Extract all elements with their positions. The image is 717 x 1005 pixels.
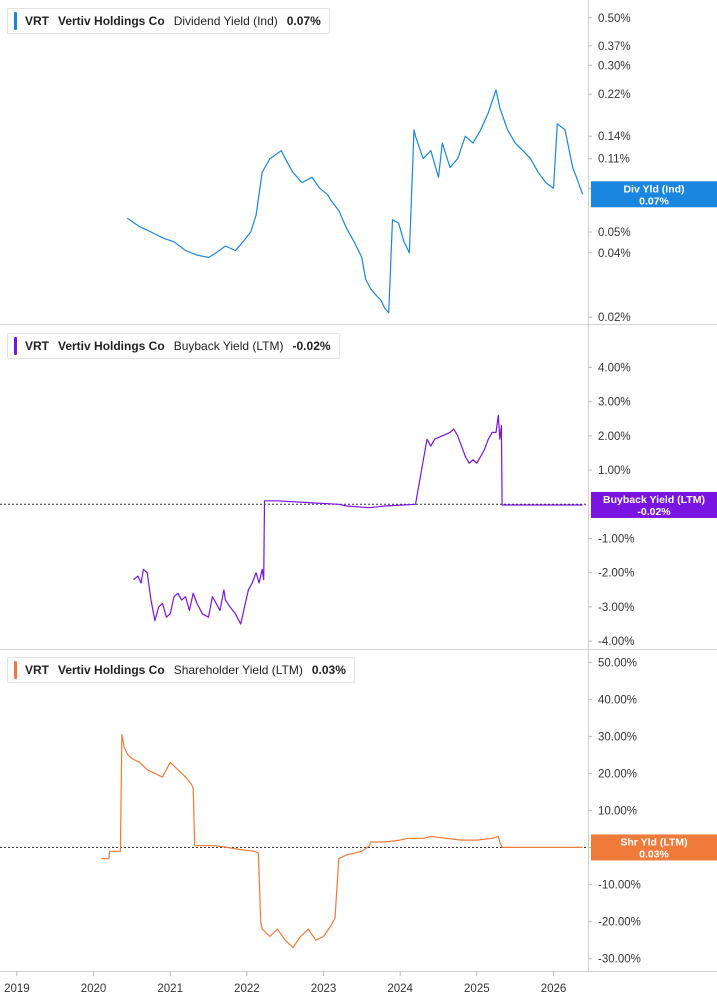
flag-label: Shr Yld (LTM): [620, 836, 687, 848]
y-tick-label: -10.00%: [598, 880, 641, 892]
y-tick-label: -20.00%: [598, 917, 641, 929]
series-line-buyback-yield-ltm-: [133, 414, 583, 625]
y-tick-label: 0.30%: [598, 60, 631, 72]
x-tick-label: 2024: [387, 983, 413, 995]
legend-value: 0.07%: [286, 14, 321, 28]
y-tick-label: 0.05%: [598, 227, 631, 239]
series-color-swatch: [14, 337, 17, 355]
y-tick-label: -3.00%: [598, 602, 634, 614]
panel2-legend: VRT Vertiv Holdings Co Buyback Yield (LT…: [7, 333, 340, 359]
series-line-shareholder-yield-ltm-: [101, 733, 583, 949]
panel3-legend: VRT Vertiv Holdings Co Shareholder Yield…: [7, 657, 355, 683]
x-tick-label: 2023: [311, 983, 337, 995]
x-tick-label: 2021: [157, 983, 183, 995]
x-tick-label: 2026: [541, 983, 567, 995]
y-tick-label: 3.00%: [598, 397, 631, 409]
legend-value: 0.03%: [311, 663, 346, 677]
y-tick-label: 10.00%: [598, 806, 637, 818]
legend-company: Vertiv Holdings Co: [58, 663, 165, 677]
legend-metric: Shareholder Yield (LTM): [173, 663, 303, 677]
y-tick-label: 20.00%: [598, 768, 637, 780]
y-tick-label: 30.00%: [598, 731, 637, 743]
panel1-legend: VRT Vertiv Holdings Co Dividend Yield (I…: [7, 8, 330, 34]
y-tick-label: 0.14%: [598, 131, 631, 143]
x-tick-label: 2019: [4, 983, 30, 995]
y-tick-label: 0.11%: [598, 154, 630, 166]
legend-metric: Dividend Yield (Ind): [173, 14, 278, 28]
y-tick-label: 50.00%: [598, 657, 637, 669]
flag-value: 0.07%: [639, 195, 669, 207]
current-value-flag: [591, 834, 717, 861]
y-tick-label: -1.00%: [598, 533, 634, 545]
legend-ticker: VRT: [25, 14, 49, 28]
legend-company: Vertiv Holdings Co: [58, 14, 165, 28]
x-tick-label: 2022: [234, 983, 260, 995]
y-tick-label: 0.37%: [598, 41, 631, 53]
series-line-dividend-yield-ind-: [126, 89, 584, 314]
y-tick-label: 40.00%: [598, 694, 637, 706]
x-tick-label: 2025: [464, 983, 490, 995]
legend-company: Vertiv Holdings Co: [58, 339, 165, 353]
current-value-flag: [591, 491, 717, 518]
series-color-swatch: [14, 12, 17, 30]
flag-value: 0.03%: [639, 848, 669, 860]
y-tick-label: -30.00%: [598, 954, 641, 966]
legend-ticker: VRT: [25, 339, 49, 353]
y-tick-label: 0.04%: [598, 248, 631, 260]
y-tick-label: -4.00%: [598, 636, 634, 648]
x-tick-label: 2020: [81, 983, 107, 995]
flag-value: -0.02%: [637, 506, 671, 518]
series-color-swatch: [14, 661, 17, 679]
flag-label: Div Yld (Ind): [623, 183, 684, 195]
y-tick-label: 4.00%: [598, 362, 631, 374]
current-value-flag: [591, 181, 717, 208]
y-tick-label: 0.02%: [598, 312, 631, 324]
y-tick-label: 0.50%: [598, 13, 631, 25]
y-tick-label: 0.22%: [598, 89, 631, 101]
y-tick-label: 2.00%: [598, 431, 631, 443]
flag-label: Buyback Yield (LTM): [603, 494, 705, 506]
y-tick-label: 1.00%: [598, 465, 631, 477]
legend-ticker: VRT: [25, 663, 49, 677]
legend-metric: Buyback Yield (LTM): [173, 339, 284, 353]
y-tick-label: -2.00%: [598, 568, 634, 580]
legend-value: -0.02%: [292, 339, 331, 353]
